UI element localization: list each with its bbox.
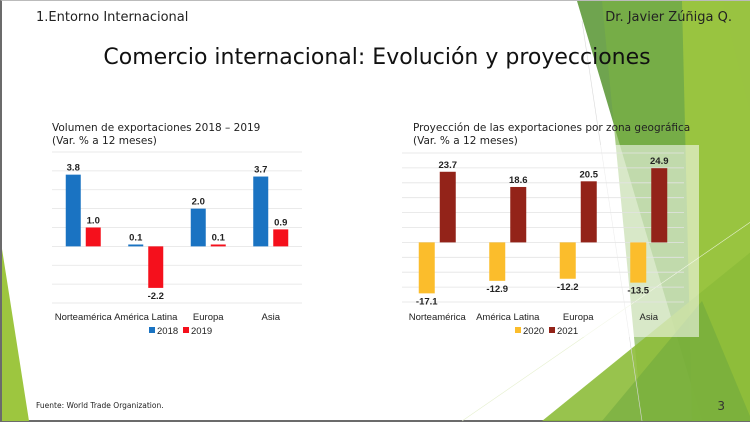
data-label: 18.6 <box>509 175 528 186</box>
data-label: -2.2 <box>148 291 164 302</box>
legend-swatch-2020 <box>515 327 521 333</box>
data-label: 3.8 <box>67 163 80 174</box>
bar-2020-1 <box>489 242 506 281</box>
data-label: -12.9 <box>486 284 508 295</box>
data-label: -12.2 <box>557 282 579 293</box>
source-note: Fuente: World Trade Organization. <box>36 401 164 410</box>
legend-label: 2020 <box>523 326 544 337</box>
chart-2-title-block: Proyección de las exportaciones por zona… <box>413 122 690 148</box>
page-number: 3 <box>717 399 725 413</box>
section-label: 1.Entorno Internacional <box>36 10 189 25</box>
page-title: Comercio internacional: Evolución y proy… <box>103 45 651 70</box>
chart-1-title-block: Volumen de exportaciones 2018 – 2019 (Va… <box>52 122 260 148</box>
bar-2019-2 <box>210 244 226 247</box>
bar-2019-0 <box>85 227 101 247</box>
data-label: 3.7 <box>254 165 267 176</box>
legend-swatch-2021 <box>549 327 555 333</box>
chart-1: 3.8 1.0 Norteamérica 0.1 -2.2 América Latina 2… <box>52 151 302 337</box>
legend-swatch-2019 <box>183 327 189 333</box>
legend-swatch-2018 <box>149 327 155 333</box>
data-label: 1.0 <box>87 216 100 227</box>
bar-2018-0 <box>65 174 81 247</box>
bar-2021-0 <box>439 171 456 243</box>
data-label: -17.1 <box>416 296 438 307</box>
bar-2018-3 <box>253 176 269 247</box>
data-label: 23.7 <box>439 160 458 171</box>
chart-1-subtitle: (Var. % a 12 meses) <box>52 135 157 147</box>
category-label: América Latina <box>476 312 540 323</box>
category-label: Europa <box>563 312 594 323</box>
data-label: 0.1 <box>212 232 226 243</box>
legend-label: 2018 <box>157 326 178 337</box>
data-label: -13.5 <box>627 286 649 297</box>
left-green-triangle <box>2 249 29 421</box>
right-green-shape-bottom2 <box>602 301 750 421</box>
bar-2018-1 <box>128 244 144 247</box>
bar-2020-3 <box>630 242 647 283</box>
bar-2021-3 <box>651 168 668 243</box>
chart-2-title: Proyección de las exportaciones por zona… <box>413 122 691 134</box>
chart-2-subtitle: (Var. % a 12 meses) <box>413 135 518 147</box>
bar-2021-2 <box>580 181 597 243</box>
bar-2019-3 <box>273 229 289 247</box>
bar-2020-2 <box>559 242 576 279</box>
author-name: Dr. Javier Zúñiga Q. <box>605 10 732 25</box>
category-label: Europa <box>193 312 224 323</box>
bar-2018-2 <box>190 208 206 247</box>
data-label: 2.0 <box>192 197 205 208</box>
data-label: 0.9 <box>274 217 287 228</box>
data-label: 0.1 <box>129 232 143 243</box>
legend-label: 2019 <box>191 326 212 337</box>
data-label: 24.9 <box>650 156 669 167</box>
chart-1-title: Volumen de exportaciones 2018 – 2019 <box>52 122 261 134</box>
bar-2019-1 <box>148 246 164 288</box>
category-label: Asia <box>262 312 281 323</box>
category-label: Norteamérica <box>409 312 467 323</box>
bar-2021-1 <box>510 186 527 243</box>
legend-label: 2021 <box>557 326 578 337</box>
category-label: América Latina <box>114 312 178 323</box>
category-label: Asia <box>640 312 659 323</box>
bar-2020-0 <box>418 242 435 294</box>
data-label: 20.5 <box>580 169 599 180</box>
category-label: Norteamérica <box>55 312 113 323</box>
chart-2: -17.1 23.7 Norteamérica -12.9 18.6 América La… <box>402 152 684 337</box>
